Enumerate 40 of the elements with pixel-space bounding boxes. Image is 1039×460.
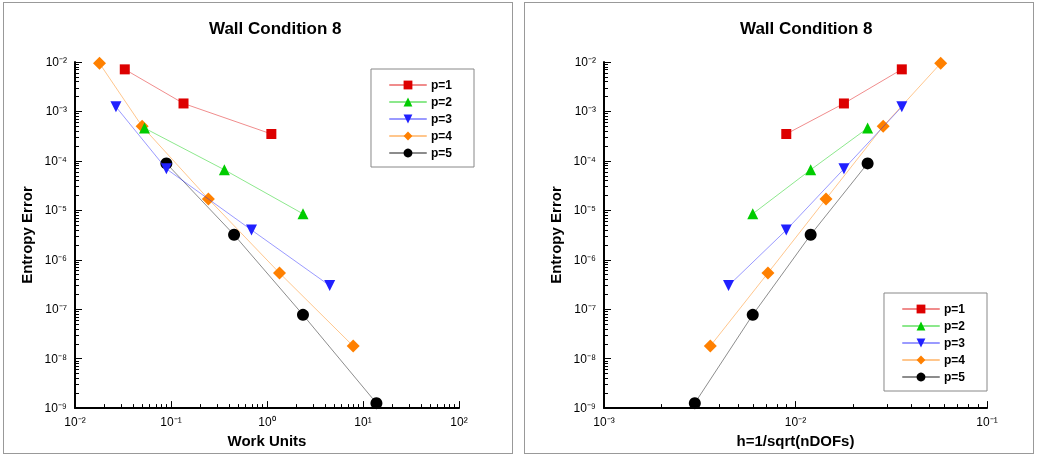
y-tick-label: 10⁻⁸ — [44, 351, 67, 366]
x-axis-title: h=1/sqrt(nDOFs) — [736, 432, 855, 449]
y-tick-label: 10⁻⁶ — [44, 252, 68, 267]
y-tick-label: 10⁻⁴ — [44, 153, 67, 168]
legend-label: p=1 — [943, 302, 966, 316]
y-axis-title: Entropy Error — [546, 186, 564, 284]
chart-title: Wall Condition 8 — [209, 19, 342, 38]
y-tick-label: 10⁻⁷ — [574, 302, 596, 317]
y-tick-label: 10⁻² — [574, 55, 596, 69]
x-tick-label: 10⁰ — [258, 415, 276, 430]
legend-label: p=4 — [943, 353, 966, 367]
y-tick-label: 10⁻⁹ — [44, 401, 67, 416]
legend-label: p=3 — [943, 336, 966, 350]
x-tick-label: 10⁻¹ — [976, 415, 998, 430]
y-tick-label: 10⁻⁷ — [45, 302, 67, 317]
y-axis-title: Entropy Error — [17, 186, 35, 284]
y-tick-label: 10⁻³ — [45, 104, 67, 119]
y-tick-label: 10⁻³ — [574, 104, 596, 119]
legend-label: p=2 — [430, 95, 453, 109]
legend-label: p=5 — [430, 146, 453, 160]
x-tick-label: 10¹ — [354, 415, 372, 430]
y-tick-label: 10⁻⁸ — [573, 351, 596, 366]
legend-label: p=1 — [430, 78, 453, 92]
legend-label: p=5 — [943, 370, 966, 384]
y-tick-label: 10⁻² — [45, 55, 67, 69]
legend-label: p=3 — [430, 112, 453, 126]
y-tick-label: 10⁻⁴ — [573, 153, 596, 168]
x-tick-label: 10⁻² — [64, 415, 86, 430]
legend-label: p=2 — [943, 319, 966, 333]
x-tick-label: 10² — [450, 415, 468, 430]
x-tick-label: 10⁻² — [784, 415, 807, 430]
y-tick-label: 10⁻⁹ — [573, 401, 596, 416]
x-tick-label: 10⁻¹ — [160, 415, 182, 430]
legend-label: p=4 — [430, 129, 453, 143]
x-tick-label: 10⁻³ — [593, 415, 615, 430]
y-tick-label: 10⁻⁵ — [573, 203, 597, 218]
y-tick-label: 10⁻⁶ — [573, 252, 597, 267]
x-axis-title: Work Units — [227, 432, 307, 449]
chart-title: Wall Condition 8 — [740, 19, 873, 38]
y-tick-label: 10⁻⁵ — [44, 203, 68, 218]
